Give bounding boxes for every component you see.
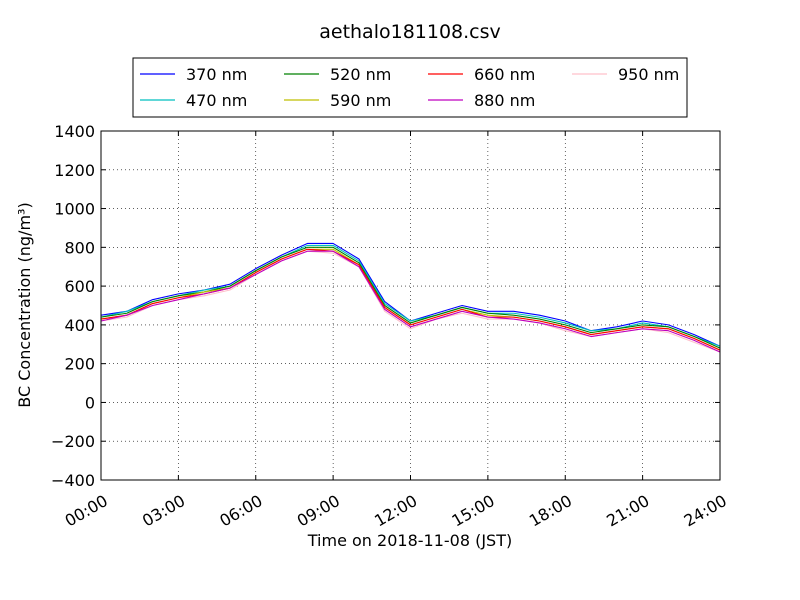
series-line-950-nm — [100, 250, 721, 353]
y-tick-label: 800 — [64, 238, 95, 257]
y-tick-label: 400 — [64, 316, 95, 335]
y-tick-label: −400 — [51, 471, 95, 490]
x-tick-label: 24:00 — [681, 491, 730, 531]
plot-lines — [100, 242, 721, 353]
chart-title: aethalo181108.csv — [319, 21, 501, 43]
grid — [101, 131, 720, 480]
series-line-880-nm — [100, 250, 721, 353]
x-tick-label: 21:00 — [603, 491, 652, 531]
legend-label: 950 nm — [618, 65, 679, 84]
y-tick-label: 1400 — [54, 122, 95, 141]
legend-label: 590 nm — [330, 91, 391, 110]
y-tick-label: 600 — [64, 277, 95, 296]
x-tick-label: 12:00 — [371, 491, 420, 531]
y-tick-label: 200 — [64, 355, 95, 374]
legend: 370 nm 470 nm 520 nm 590 nm 660 nm 880 nm 950 … — [132, 57, 688, 118]
y-axis-label: BC Concentration (ng/m³) — [15, 202, 34, 407]
x-axis-label: Time on 2018-11-08 (JST) — [307, 531, 512, 550]
legend-label: 880 nm — [474, 91, 535, 110]
y-tick-label: 1000 — [54, 200, 95, 219]
legend-label: 660 nm — [474, 65, 535, 84]
x-tick-label: 18:00 — [526, 491, 575, 531]
y-tick-label: 0 — [85, 393, 95, 412]
y-axis: −400 −200 0 200 400 600 800 1000 1200 1400 — [51, 122, 720, 490]
y-tick-label: 1200 — [54, 161, 95, 180]
x-tick-label: 15:00 — [448, 491, 497, 531]
legend-label: 470 nm — [186, 91, 247, 110]
x-tick-label: 03:00 — [139, 491, 188, 531]
x-tick-label: 06:00 — [216, 491, 265, 531]
legend-label: 370 nm — [186, 65, 247, 84]
legend-frame — [132, 57, 688, 118]
legend-label: 520 nm — [330, 65, 391, 84]
y-tick-label: −200 — [51, 432, 95, 451]
x-tick-label: 09:00 — [294, 491, 343, 531]
x-tick-label: 00:00 — [62, 491, 111, 531]
